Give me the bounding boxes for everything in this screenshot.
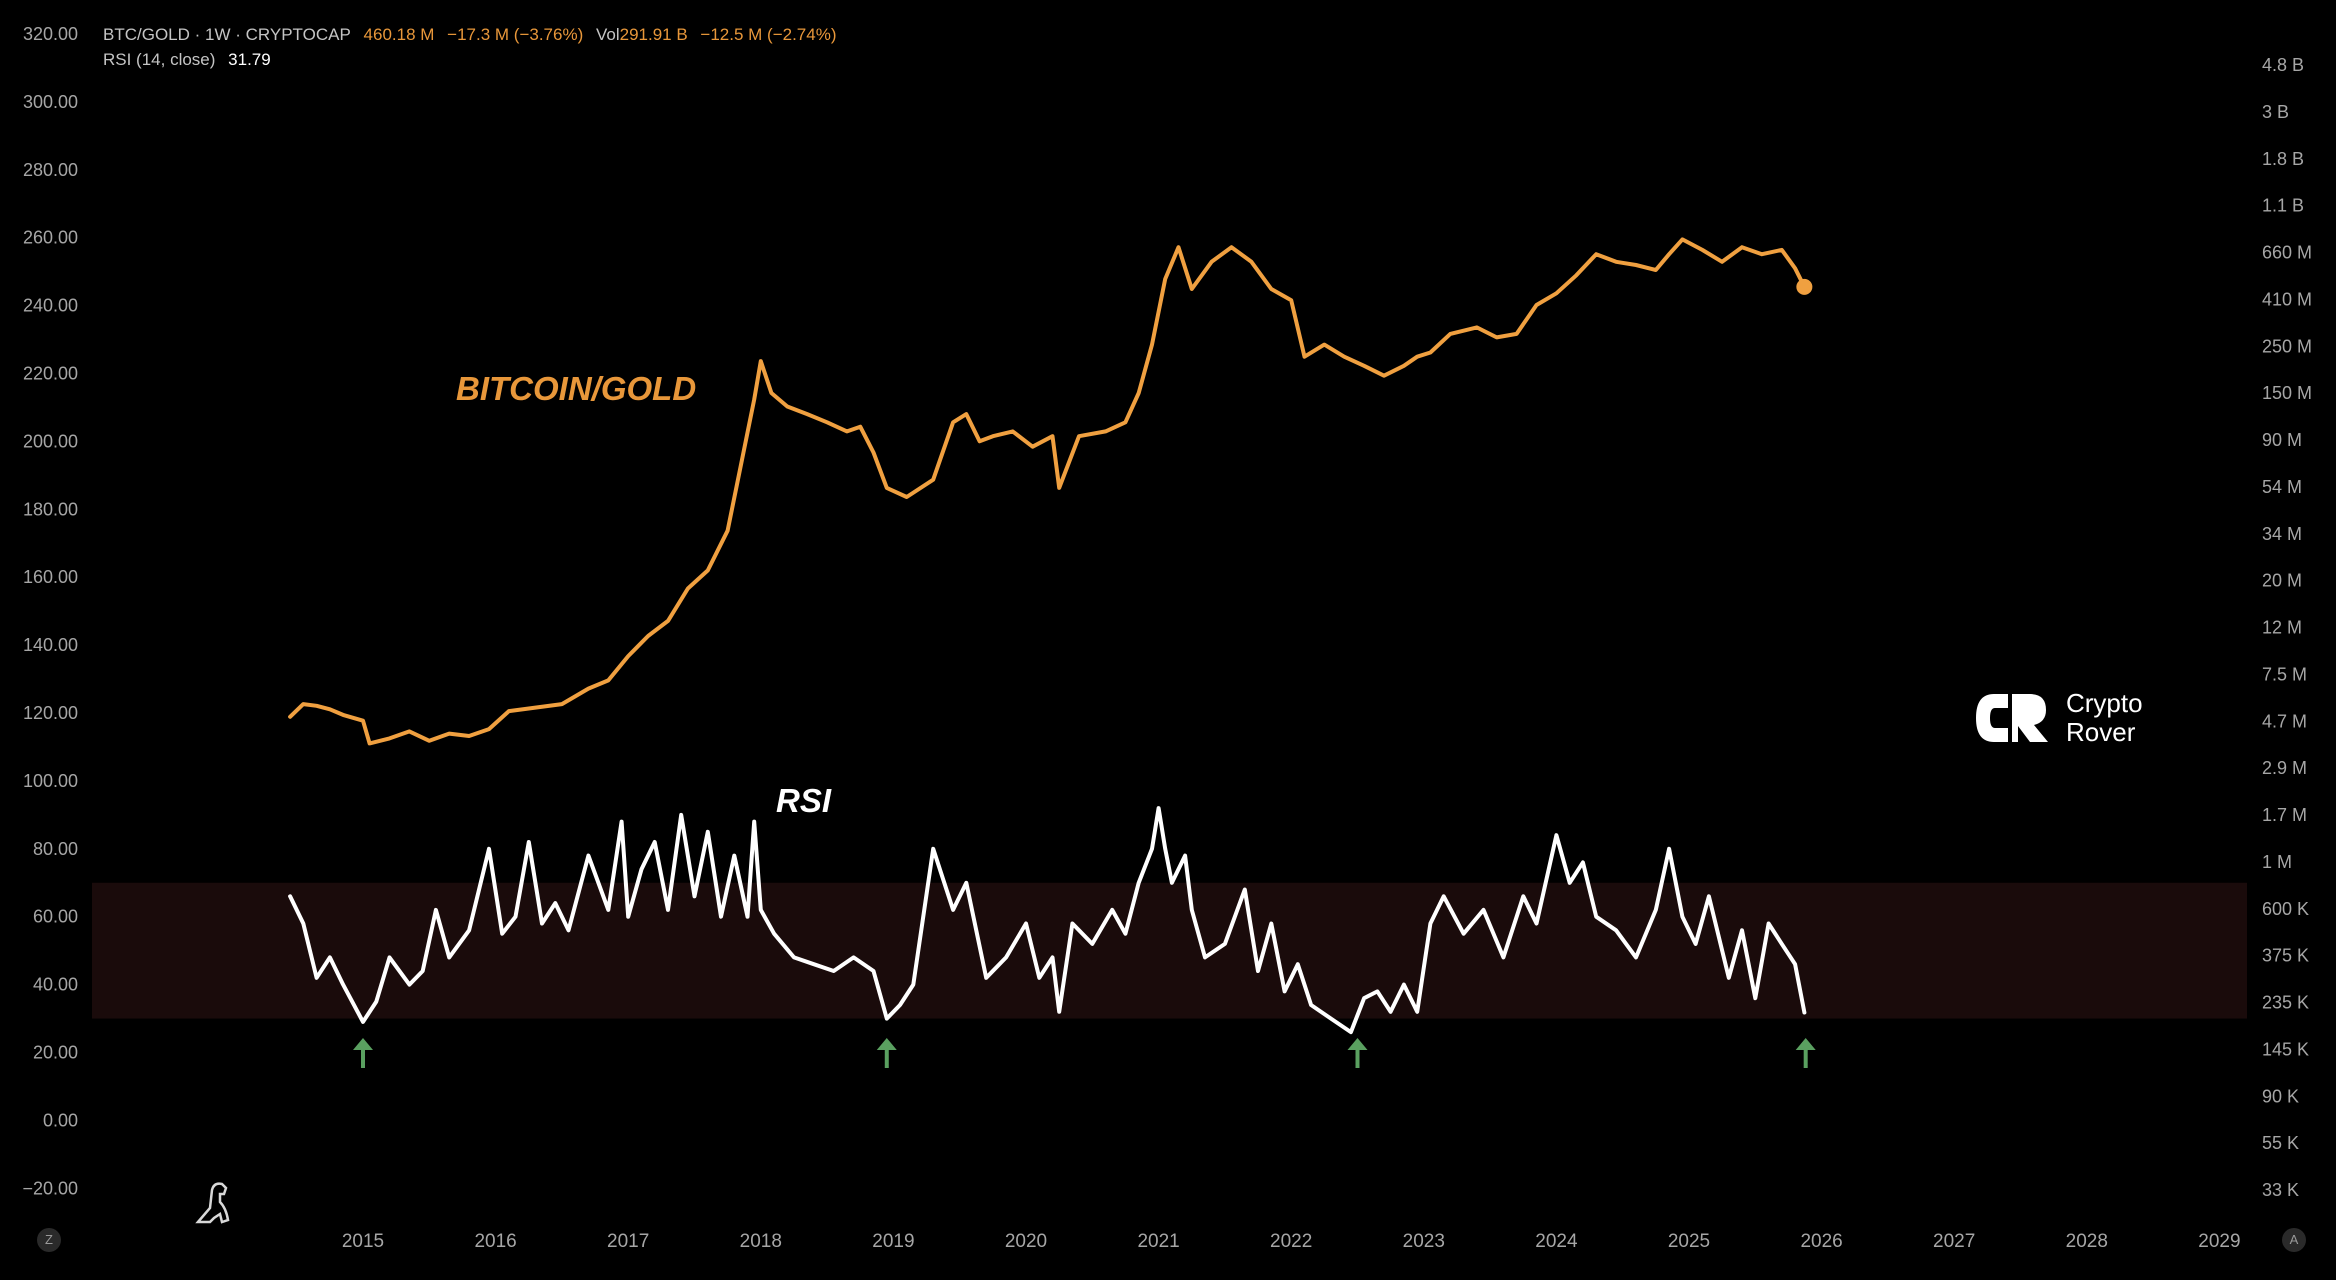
left-axis-tick: 260.00 (23, 228, 78, 248)
left-axis-tick: 40.00 (33, 975, 78, 995)
left-axis-tick: 20.00 (33, 1043, 78, 1063)
up-arrow-icon (1347, 1038, 1368, 1068)
left-axis-tick: 160.00 (23, 567, 78, 587)
price-value: 460.18 M (363, 25, 435, 44)
rsi-line (288, 806, 1807, 1035)
x-axis: 2015 2016 2017 2018 2019 2020 2021 2022 2023 2024… (342, 1231, 2241, 1252)
x-axis-tick: 2028 (2066, 1231, 2108, 1252)
up-arrow-head (876, 1038, 897, 1050)
right-axis-tick: 145 K (2262, 1039, 2309, 1059)
x-axis-tick: 2021 (1137, 1231, 1179, 1252)
right-axis-tick: 1 M (2262, 852, 2292, 872)
series-layer (288, 237, 1813, 1035)
up-arrow-icon (353, 1038, 373, 1068)
right-axis-tick: 1.7 M (2262, 805, 2307, 825)
x-axis-tick: 2025 (1668, 1231, 1710, 1252)
dino-icon[interactable] (195, 1182, 230, 1224)
up-arrow-head (1795, 1038, 1816, 1050)
annotation-layer: BITCOIN/GOLD RSI (456, 370, 832, 819)
x-axis-tick: 2020 (1005, 1231, 1047, 1252)
right-axis-tick: 90 M (2262, 430, 2302, 450)
x-axis-tick: 2017 (607, 1231, 649, 1252)
right-axis-tick: 375 K (2262, 946, 2309, 966)
btc-gold-last-point (1796, 278, 1813, 295)
rsi-band-layer (92, 882, 2247, 1019)
crypto-rover-logo: Crypto Rover (1970, 688, 2143, 748)
right-axis-tick: 1.8 B (2262, 149, 2304, 169)
rsi-header: RSI (14, close) 31.79 (103, 50, 279, 70)
x-axis-tick: 2029 (2198, 1231, 2240, 1252)
up-arrow-icon (876, 1038, 897, 1068)
symbol-name[interactable]: BTC/GOLD · 1W · CRYPTOCAP (103, 25, 351, 44)
right-axis-tick: 90 K (2262, 1086, 2299, 1106)
right-axis-tick: 660 M (2262, 243, 2312, 263)
rsi-indicator-value: 31.79 (228, 50, 271, 69)
right-axis-tick: 410 M (2262, 289, 2312, 309)
rsi-band (92, 882, 2247, 1019)
auto-scale-button[interactable]: A (2282, 1228, 2306, 1252)
price-change: −17.3 M (−3.76%) (447, 25, 584, 44)
rsi-label: RSI (776, 782, 832, 819)
right-axis-tick: 250 M (2262, 336, 2312, 356)
logo-text-line2: Rover (2066, 717, 2136, 747)
left-axis-tick: 120.00 (23, 703, 78, 723)
x-axis-tick: 2019 (872, 1231, 914, 1252)
right-axis-tick: 4.7 M (2262, 711, 2307, 731)
right-axis-tick: 33 K (2262, 1180, 2299, 1200)
right-axis-tick: 12 M (2262, 618, 2302, 638)
x-axis-tick: 2024 (1535, 1231, 1578, 1252)
left-axis-tick: 60.00 (33, 907, 78, 927)
btc-gold-line (288, 237, 1807, 746)
volume-change: −12.5 M (−2.74%) (700, 25, 837, 44)
right-axis-tick: 4.8 B (2262, 55, 2304, 75)
up-arrow-head (1347, 1038, 1368, 1050)
right-axis-tick: 7.5 M (2262, 664, 2307, 684)
x-axis-tick: 2022 (1270, 1231, 1312, 1252)
left-axis-tick: −20.00 (22, 1178, 78, 1198)
left-axis-tick: 240.00 (23, 296, 78, 316)
symbol-header: BTC/GOLD · 1W · CRYPTOCAP 460.18 M −17.3… (103, 25, 844, 45)
left-axis-tick: 80.00 (33, 839, 78, 859)
arrow-layer (353, 1038, 1816, 1068)
right-axis-tick: 235 K (2262, 993, 2309, 1013)
x-axis-tick: 2027 (1933, 1231, 1975, 1252)
up-arrow-icon (1795, 1038, 1816, 1068)
x-axis-tick: 2016 (474, 1231, 516, 1252)
crypto-rover-logo-icon (1976, 694, 2048, 742)
right-axis: 4.8 B 3 B 1.8 B 1.1 B 660 M 410 M 250 M 150 M 90… (2262, 55, 2312, 1200)
left-axis-tick: 320.00 (23, 24, 78, 44)
rsi-indicator-label[interactable]: RSI (14, close) (103, 50, 216, 69)
left-axis-tick: 200.00 (23, 431, 78, 451)
right-axis-tick: 55 K (2262, 1133, 2299, 1153)
left-axis-tick: 0.00 (43, 1110, 78, 1130)
right-axis-tick: 3 B (2262, 102, 2289, 122)
right-axis-tick: 54 M (2262, 477, 2302, 497)
left-axis-tick: 140.00 (23, 635, 78, 655)
x-axis-tick: 2023 (1403, 1231, 1445, 1252)
zoom-reset-button[interactable]: Z (37, 1228, 61, 1252)
right-axis-tick: 150 M (2262, 383, 2312, 403)
left-axis-tick: 280.00 (23, 160, 78, 180)
left-axis-tick: 180.00 (23, 499, 78, 519)
bitcoin-gold-label: BITCOIN/GOLD (456, 370, 696, 407)
right-axis-tick: 20 M (2262, 571, 2302, 591)
x-axis-tick: 2026 (1800, 1231, 1842, 1252)
x-axis-tick: 2018 (740, 1231, 782, 1252)
right-axis-tick: 34 M (2262, 524, 2302, 544)
x-axis-tick: 2015 (342, 1231, 384, 1252)
right-axis-tick: 600 K (2262, 899, 2309, 919)
left-axis-tick: 100.00 (23, 771, 78, 791)
logo-text-line1: Crypto (2066, 688, 2143, 718)
volume-label: Vol (595, 25, 620, 44)
right-axis-tick: 1.1 B (2262, 196, 2304, 216)
volume-value: 291.91 B (619, 25, 688, 44)
up-arrow-head (353, 1038, 373, 1050)
right-axis-tick: 2.9 M (2262, 758, 2307, 778)
left-axis-tick: 220.00 (23, 364, 78, 384)
left-axis: 320.00 300.00 280.00 260.00 240.00 220.00 200.… (22, 24, 78, 1198)
left-axis-tick: 300.00 (23, 92, 78, 112)
